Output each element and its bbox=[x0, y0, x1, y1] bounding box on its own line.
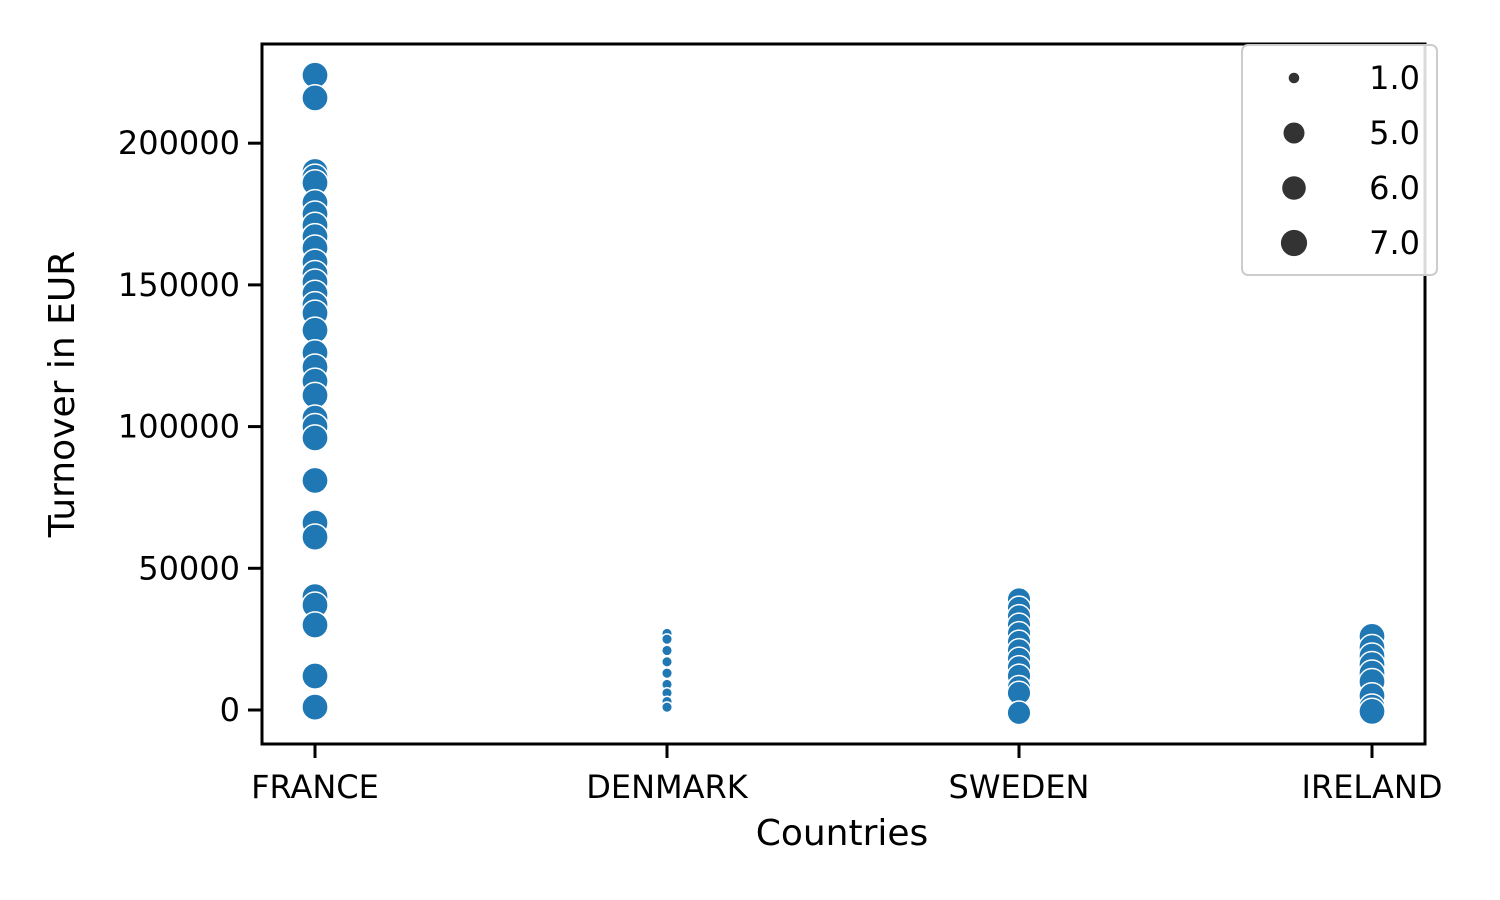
data-point bbox=[301, 83, 329, 112]
x-tick-label: FRANCE bbox=[251, 768, 379, 806]
x-axis-title: Countries bbox=[756, 813, 929, 854]
data-point bbox=[1358, 697, 1386, 726]
y-tick-label: 200000 bbox=[118, 124, 240, 162]
data-point bbox=[301, 662, 329, 690]
x-tick-label: IRELAND bbox=[1302, 768, 1443, 806]
data-point bbox=[660, 701, 674, 714]
legend-label: 1.0 bbox=[1369, 59, 1420, 97]
data-point bbox=[301, 424, 329, 452]
data-point bbox=[301, 693, 329, 722]
y-axis-title: Turnover in EUR bbox=[42, 251, 83, 538]
y-tick-label: 0 bbox=[220, 691, 240, 729]
legend-marker bbox=[1283, 122, 1305, 144]
y-tick-label: 50000 bbox=[138, 549, 240, 587]
x-tick-label: SWEDEN bbox=[949, 768, 1090, 806]
legend-marker bbox=[1282, 176, 1306, 200]
legend-box bbox=[1241, 44, 1438, 276]
legend-marker bbox=[1280, 229, 1308, 257]
legend-label: 5.0 bbox=[1369, 114, 1420, 152]
data-point bbox=[301, 611, 329, 639]
legend-label: 6.0 bbox=[1369, 169, 1420, 207]
legend-label: 7.0 bbox=[1369, 224, 1420, 262]
points-layer bbox=[301, 61, 1386, 726]
y-tick-label: 150000 bbox=[118, 266, 240, 304]
legend-marker bbox=[1288, 72, 1300, 84]
x-tick-label: DENMARK bbox=[586, 768, 749, 806]
data-point bbox=[660, 655, 674, 668]
legend: 1.0 5.0 6.0 7.0 bbox=[1241, 44, 1438, 276]
y-tick-label: 100000 bbox=[118, 408, 240, 446]
plot-frame bbox=[260, 42, 1427, 746]
data-point bbox=[660, 667, 674, 680]
data-point bbox=[301, 466, 329, 495]
x-axis: FRANCE DENMARK SWEDEN IRELAND bbox=[251, 744, 1442, 806]
data-point bbox=[660, 644, 674, 657]
data-point bbox=[301, 523, 329, 551]
y-axis: 0 50000 100000 150000 200000 bbox=[118, 124, 262, 729]
data-point bbox=[1006, 700, 1032, 726]
data-point bbox=[660, 633, 674, 646]
